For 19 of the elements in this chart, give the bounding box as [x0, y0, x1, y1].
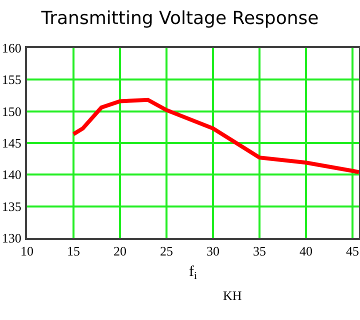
x-tick-label: 35	[252, 244, 266, 259]
text: KH	[223, 288, 242, 303]
x-tick-label: 15	[67, 244, 80, 259]
y-tick-label: 160	[2, 40, 22, 56]
y-tick-label: 155	[2, 72, 22, 88]
x-tick-label: 10	[20, 244, 34, 259]
line-series	[72, 98, 359, 174]
x-tick-label: 30	[206, 244, 220, 259]
x-tick-label: 40	[299, 244, 312, 259]
y-tick-label: 135	[2, 198, 22, 214]
y-tick-label: 150	[2, 104, 22, 119]
x-axis-title: f$_{i}$	[189, 264, 198, 282]
y-tick-label: 130	[2, 230, 22, 246]
y-tick-label: 145	[2, 136, 22, 151]
x-tick-label: 20	[114, 244, 126, 259]
chart-title: Transmitting Voltage Response	[40, 8, 319, 29]
x-tick-label: 45	[346, 244, 359, 259]
y-tick-label: 140	[2, 167, 22, 182]
x-tick-label: 25	[160, 244, 173, 259]
